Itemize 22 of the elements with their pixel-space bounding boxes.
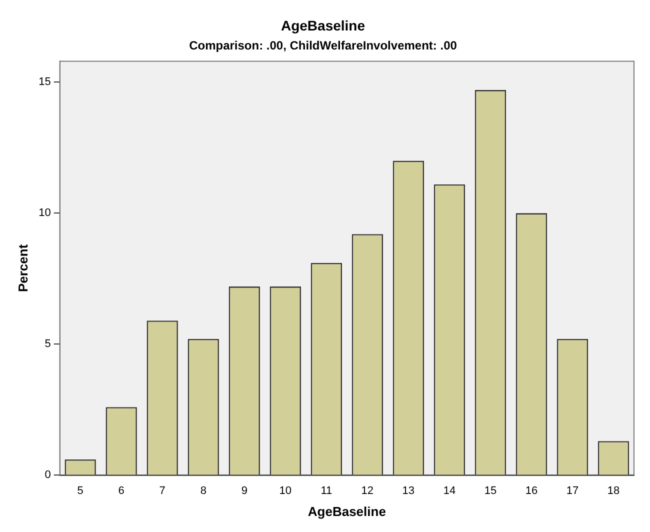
x-tick-label: 11	[320, 484, 332, 497]
x-tick-label: 5	[77, 484, 84, 497]
x-tick-label: 9	[241, 484, 248, 497]
x-tick-label: 10	[279, 484, 292, 497]
y-axis-title: Percent	[15, 244, 30, 292]
x-tick-label: 17	[566, 484, 579, 497]
y-tick-label: 5	[44, 338, 51, 350]
y-tick-label: 15	[38, 76, 51, 88]
chart-subtitle: Comparison: .00, ChildWelfareInvolvement: .00	[189, 38, 458, 52]
x-tick-label: 6	[118, 484, 124, 497]
x-tick-label: 7	[159, 484, 166, 497]
x-tick-label: 14	[443, 484, 456, 497]
x-tick-label: 8	[200, 484, 206, 497]
x-tick-label: 12	[361, 484, 374, 497]
chart-title: AgeBaseline	[280, 17, 366, 34]
y-tick-label: 0	[44, 469, 51, 482]
x-tick-label: 16	[525, 484, 538, 497]
y-tick-label: 10	[38, 207, 51, 220]
x-tick-label: 13	[402, 484, 415, 497]
x-axis-title: AgeBaseline	[308, 504, 386, 519]
x-tick-label: 15	[484, 484, 497, 497]
x-tick-label: 18	[607, 484, 620, 497]
